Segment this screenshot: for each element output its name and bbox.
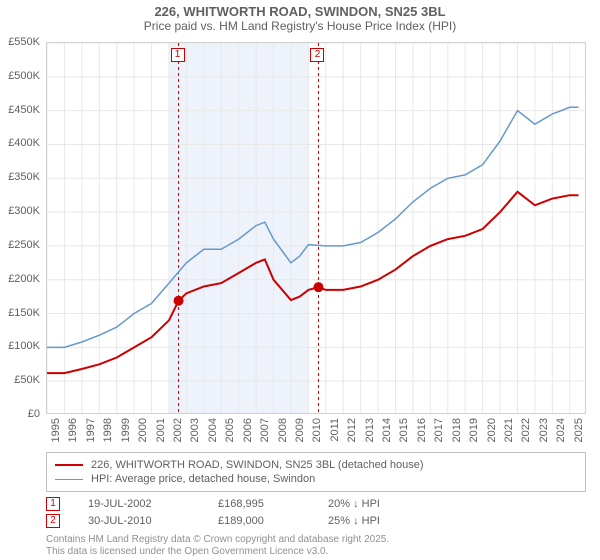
xtick-label: 2003 — [189, 418, 201, 442]
ytick-label: £300K — [0, 205, 40, 217]
xtick-label: 2021 — [503, 418, 515, 442]
sales-table: 1 19-JUL-2002£168,99520% ↓ HPI 2 30-JUL-201… — [46, 494, 586, 531]
xtick-label: 2019 — [468, 418, 480, 442]
ytick-label: £550K — [0, 36, 40, 48]
xtick-label: 2018 — [451, 418, 463, 442]
xtick-label: 2016 — [416, 418, 428, 442]
legend-swatch — [55, 464, 83, 466]
ytick-label: £400K — [0, 137, 40, 149]
xtick-label: 2007 — [259, 418, 271, 442]
xtick-label: 2013 — [364, 418, 376, 442]
series-line-hpi — [47, 107, 579, 347]
ytick-label: £500K — [0, 70, 40, 82]
xtick-label: 2011 — [329, 418, 341, 442]
ytick-label: £50K — [0, 374, 40, 386]
xtick-label: 2010 — [311, 418, 323, 442]
legend-label: 226, WHITWORTH ROAD, SWINDON, SN25 3BL (… — [91, 459, 424, 471]
legend-item: 226, WHITWORTH ROAD, SWINDON, SN25 3BL (… — [55, 459, 577, 471]
ytick-label: £200K — [0, 273, 40, 285]
plot-svg — [46, 42, 586, 414]
sale-diff: 20% ↓ HPI — [328, 498, 380, 510]
xtick-label: 2022 — [520, 418, 532, 442]
xtick-label: 2025 — [573, 418, 585, 442]
xtick-label: 2005 — [224, 418, 236, 442]
sale-price: £189,000 — [218, 515, 328, 527]
sale-row: 1 19-JUL-2002£168,99520% ↓ HPI — [46, 497, 586, 511]
footer-line: Contains HM Land Registry data © Crown c… — [46, 534, 389, 546]
chart-title: 226, WHITWORTH ROAD, SWINDON, SN25 3BL — [0, 4, 600, 19]
xtick-label: 2012 — [346, 418, 358, 442]
sale-marker-dot — [313, 282, 323, 292]
chart-area: £0£50K£100K£150K£200K£250K£300K£350K£400… — [46, 42, 586, 414]
xtick-label: 1999 — [120, 418, 132, 442]
ytick-label: £0 — [0, 408, 40, 420]
xtick-label: 1995 — [50, 418, 62, 442]
ytick-label: £450K — [0, 104, 40, 116]
legend-label: HPI: Average price, detached house, Swin… — [91, 473, 315, 485]
legend: 226, WHITWORTH ROAD, SWINDON, SN25 3BL (… — [46, 452, 586, 492]
ytick-label: £350K — [0, 171, 40, 183]
xtick-label: 2001 — [155, 418, 167, 442]
chart-subtitle: Price paid vs. HM Land Registry's House … — [0, 19, 600, 33]
xtick-label: 2002 — [172, 418, 184, 442]
xtick-label: 2004 — [207, 418, 219, 442]
xtick-label: 1996 — [67, 418, 79, 442]
sale-marker-label: 1 — [171, 48, 185, 62]
xtick-label: 2017 — [433, 418, 445, 442]
legend-item: HPI: Average price, detached house, Swin… — [55, 473, 577, 485]
xtick-label: 2020 — [486, 418, 498, 442]
xtick-label: 2023 — [538, 418, 550, 442]
sale-diff: 25% ↓ HPI — [328, 515, 380, 527]
footer-line: This data is licensed under the Open Gov… — [46, 546, 389, 558]
ytick-label: £150K — [0, 307, 40, 319]
sale-row: 2 30-JUL-2010£189,00025% ↓ HPI — [46, 514, 586, 528]
sale-marker-label: 2 — [310, 48, 324, 62]
series-line-price_paid — [47, 192, 579, 373]
xtick-label: 2015 — [398, 418, 410, 442]
sale-date: 19-JUL-2002 — [88, 498, 218, 510]
ytick-label: £100K — [0, 340, 40, 352]
ytick-label: £250K — [0, 239, 40, 251]
xtick-label: 1998 — [102, 418, 114, 442]
footer-attribution: Contains HM Land Registry data © Crown c… — [46, 534, 389, 558]
sale-date: 30-JUL-2010 — [88, 515, 218, 527]
xtick-label: 2024 — [555, 418, 567, 442]
sale-marker-dot — [174, 296, 184, 306]
title-block: 226, WHITWORTH ROAD, SWINDON, SN25 3BL P… — [0, 0, 600, 33]
sale-row-marker: 2 — [46, 514, 60, 528]
xtick-label: 2008 — [277, 418, 289, 442]
xtick-label: 2000 — [137, 418, 149, 442]
xtick-label: 2014 — [381, 418, 393, 442]
legend-swatch — [55, 479, 83, 480]
xtick-label: 2009 — [294, 418, 306, 442]
xtick-label: 1997 — [85, 418, 97, 442]
sale-row-marker: 1 — [46, 497, 60, 511]
xtick-label: 2006 — [242, 418, 254, 442]
chart-container: 226, WHITWORTH ROAD, SWINDON, SN25 3BL P… — [0, 0, 600, 560]
sale-price: £168,995 — [218, 498, 328, 510]
